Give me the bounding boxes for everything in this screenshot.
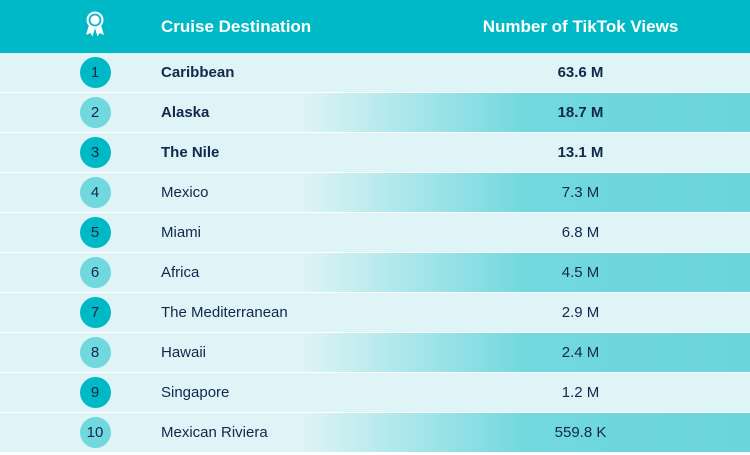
table-row: 10 Mexican Riviera 559.8 K: [0, 413, 750, 453]
table-header: Cruise Destination Number of TikTok View…: [0, 0, 750, 53]
destination-cell: Singapore: [161, 384, 230, 401]
destination-cell: Mexican Riviera: [161, 424, 268, 441]
rank-header: [0, 11, 190, 42]
destination-cell: Mexico: [161, 184, 209, 201]
rank-badge: 5: [79, 217, 111, 248]
table-row: 5 Miami 6.8 M: [0, 213, 750, 253]
rank-badge: 7: [79, 297, 111, 328]
views-header: Number of TikTok Views: [482, 16, 679, 36]
table-row: 2 Alaska 18.7 M: [0, 93, 750, 133]
destination-cell: Africa: [161, 264, 200, 281]
rank-badge: 10: [79, 417, 111, 448]
table-row: 7 The Mediterranean 2.9 M: [0, 293, 750, 333]
destination-cell: The Nile: [161, 144, 220, 161]
rank-badge: 3: [79, 137, 111, 168]
table-row: 4 Mexico 7.3 M: [0, 173, 750, 213]
table-row: 3 The Nile 13.1 M: [0, 133, 750, 173]
destination-cell: Miami: [161, 224, 201, 241]
views-cell: 6.8 M: [561, 224, 600, 241]
table-row: 9 Singapore 1.2 M: [0, 373, 750, 413]
rank-badge: 1: [79, 57, 111, 88]
views-cell: 4.5 M: [561, 264, 600, 281]
table-row: 6 Africa 4.5 M: [0, 253, 750, 293]
rank-badge: 9: [79, 377, 111, 408]
views-cell: 2.9 M: [561, 304, 600, 321]
rank-badge: 8: [79, 337, 111, 368]
destination-header: Cruise Destination: [161, 16, 312, 36]
views-cell: 7.3 M: [561, 184, 600, 201]
award-ribbon-icon: [84, 11, 106, 42]
destination-cell: Alaska: [161, 104, 210, 121]
destination-cell: Caribbean: [161, 64, 235, 81]
destination-cell: The Mediterranean: [161, 304, 288, 321]
views-cell: 2.4 M: [561, 344, 600, 361]
destination-cell: Hawaii: [161, 344, 207, 361]
table-row: 1 Caribbean 63.6 M: [0, 53, 750, 93]
views-cell: 63.6 M: [557, 64, 604, 81]
rank-badge: 4: [79, 177, 111, 208]
table-row: 8 Hawaii 2.4 M: [0, 333, 750, 373]
views-cell: 559.8 K: [554, 424, 607, 441]
views-cell: 18.7 M: [557, 104, 604, 121]
views-cell: 1.2 M: [561, 384, 600, 401]
rank-badge: 2: [79, 97, 111, 128]
views-cell: 13.1 M: [557, 144, 604, 161]
rank-badge: 6: [79, 257, 111, 288]
